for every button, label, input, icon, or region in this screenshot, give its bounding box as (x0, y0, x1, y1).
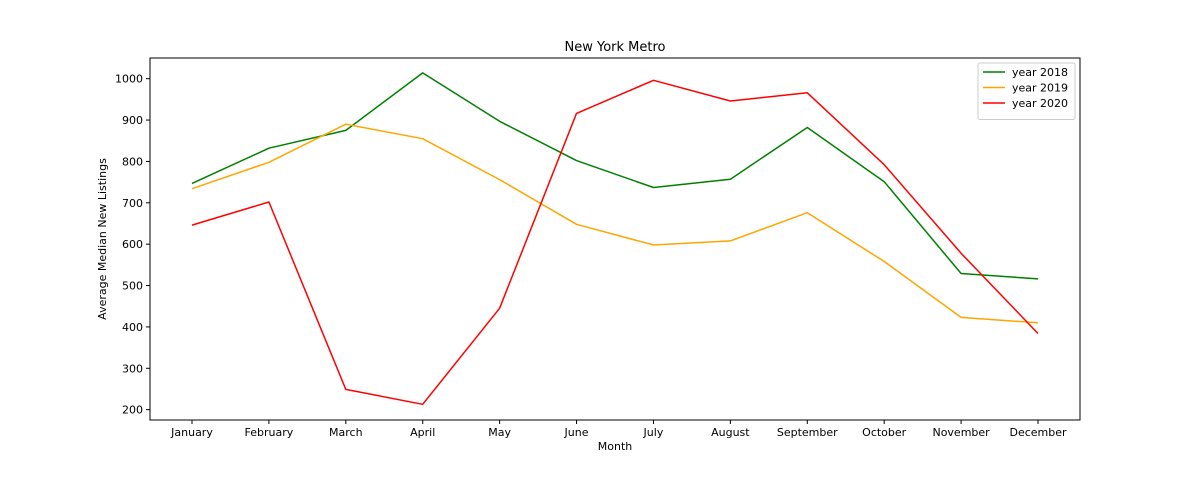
x-tick-label: November (932, 426, 990, 439)
y-tick-label: 900 (122, 114, 143, 127)
y-tick-label: 800 (122, 155, 143, 168)
x-tick-label: September (777, 426, 838, 439)
y-tick-label: 1000 (115, 73, 143, 86)
x-tick-label: June (564, 426, 589, 439)
x-tick-label: March (329, 426, 363, 439)
y-tick-label: 200 (122, 404, 143, 417)
x-tick-label: May (488, 426, 511, 439)
y-tick-label: 600 (122, 238, 143, 251)
x-tick-label: October (862, 426, 906, 439)
legend-label: year 2020 (1012, 97, 1068, 110)
legend: year 2018 year 2019 year 2020 (977, 62, 1076, 120)
x-tick-label: April (410, 426, 435, 439)
y-tick-label: 400 (122, 321, 143, 334)
x-tick-label: December (1009, 426, 1067, 439)
chart-title: New York Metro (565, 40, 666, 55)
y-tick-label: 700 (122, 197, 143, 210)
y-axis-title: Average Median New Listings (96, 158, 109, 320)
x-tick-label: January (170, 426, 213, 439)
x-axis-title: Month (598, 440, 633, 453)
x-tick-label: July (643, 426, 664, 439)
x-axis: January February March April May June July Augu… (170, 420, 1067, 439)
plot-area-frame (149, 57, 1081, 421)
legend-label: year 2018 (1012, 66, 1068, 79)
legend-box (977, 62, 1076, 120)
y-tick-label: 300 (122, 362, 143, 375)
series-layer (191, 72, 1039, 406)
legend-label: year 2019 (1012, 82, 1068, 95)
y-axis: 200 300 400 500 600 700 800 900 1000 (115, 73, 150, 417)
x-tick-label: August (711, 426, 750, 439)
x-tick-label: February (245, 426, 294, 439)
series-line-year-2020 (191, 79, 1039, 406)
y-tick-label: 500 (122, 280, 143, 293)
series-line-year-2018 (191, 72, 1039, 280)
series-line-year-2019 (191, 123, 1039, 324)
